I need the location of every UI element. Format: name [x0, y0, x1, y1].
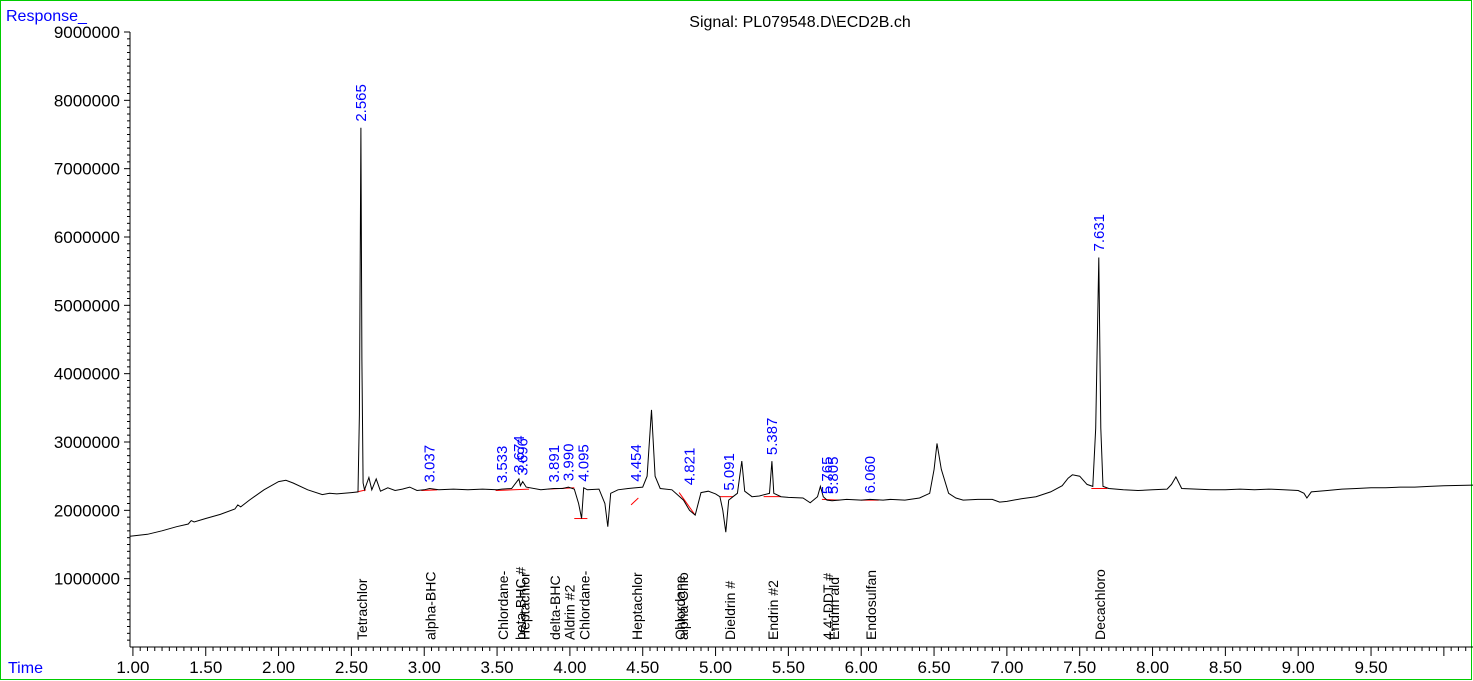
y-tick-label: 4000000: [54, 365, 120, 384]
compound-label: beta-BHC #: [513, 567, 529, 640]
compound-label: Endosulfan: [863, 570, 879, 640]
peak-label: 2.565: [353, 84, 370, 122]
x-tick-label: 1.50: [189, 658, 222, 677]
peak-label: 3.533: [494, 446, 511, 484]
peak-label: 4.821: [681, 448, 698, 486]
signal-trace: [129, 127, 1473, 537]
x-tick-label: 4.00: [553, 658, 586, 677]
compound-label: Chlordane: [672, 575, 688, 640]
x-tick-label: 8.00: [1136, 658, 1169, 677]
compound-label: Chlordane-: [495, 570, 511, 640]
y-tick-label: 1000000: [54, 570, 120, 589]
x-ticks: 1.00 1.50 2.00 2.50 3.00 3.50 4.00 4.50 5.00 5.50…: [116, 647, 1467, 677]
peak-label: 3.696: [515, 438, 532, 476]
compound-label: Endrin ald: [826, 577, 842, 640]
peak-label: 5.765: [819, 457, 836, 495]
y-ticks: 1000000 2000000 3000000 4000000 5000000 60000…: [54, 23, 130, 641]
x-axis-label: Time: [8, 660, 43, 677]
y-tick-label: 9000000: [54, 23, 120, 42]
y-tick-label: 5000000: [54, 296, 120, 315]
x-tick-label: 9.50: [1354, 658, 1387, 677]
compound-label: Heptachlor: [516, 572, 532, 640]
x-tick-label: 7.00: [990, 658, 1023, 677]
peak-label: 3.990: [560, 444, 577, 482]
chart-title: Signal: PL079548.D\ECD2B.ch: [689, 14, 910, 31]
integration-baseline: [678, 492, 696, 516]
compound-label: Endrin #2: [765, 580, 781, 640]
compound-label: delta-BHC: [547, 575, 563, 640]
y-axis-label: Response_: [6, 8, 88, 25]
peak-label: 5.387: [764, 418, 781, 456]
x-tick-label: 6.50: [918, 658, 951, 677]
integration-baseline: [495, 488, 530, 492]
x-tick-label: 4.50: [626, 658, 659, 677]
peak-label: 6.060: [862, 456, 879, 494]
compound-labels: Tetrachlor alpha-BHC Chlordane-beta-BHC #H…: [354, 567, 1108, 640]
y-tick-label: 6000000: [54, 228, 120, 247]
compound-label: Tetrachlor: [354, 578, 370, 640]
x-tick-label: 2.00: [262, 658, 295, 677]
compound-label: alpha-BHC: [423, 572, 439, 640]
integration-baseline: [630, 497, 639, 506]
x-tick-label: 6.00: [845, 658, 878, 677]
compound-label: alpha-Chlo: [675, 572, 691, 640]
compound-label: Aldrin #2: [561, 585, 577, 640]
y-tick-label: 3000000: [54, 433, 120, 452]
x-tick-label: 7.50: [1063, 658, 1096, 677]
compound-label: Decachloro: [1092, 569, 1108, 640]
compound-label: Dieldrin #: [722, 581, 738, 640]
x-tick-label: 5.00: [699, 658, 732, 677]
compound-label: Heptachlor: [629, 572, 645, 640]
peak-label: 3.674: [511, 435, 528, 473]
peak-label: 7.631: [1091, 214, 1108, 252]
compound-label: 4,4'-DDT #: [820, 573, 836, 640]
x-tick-label: 3.00: [408, 658, 441, 677]
integration-baseline: [421, 489, 438, 492]
compound-label: Chlordane-: [577, 570, 593, 640]
integration-baselines: [357, 487, 1108, 520]
peak-label: 3.037: [422, 445, 439, 483]
y-tick-label: 8000000: [54, 91, 120, 110]
peak-label: 4.095: [576, 444, 593, 482]
y-tick-label: 2000000: [54, 501, 120, 520]
x-tick-label: 8.50: [1209, 658, 1242, 677]
x-tick-label: 5.50: [772, 658, 805, 677]
x-tick-label: 3.50: [481, 658, 514, 677]
x-tick-label: 9.00: [1282, 658, 1315, 677]
x-tick-label: 1.00: [116, 658, 149, 677]
x-tick-label: 2.50: [335, 658, 368, 677]
peak-label: 3.891: [546, 445, 563, 483]
peak-label: 4.454: [628, 444, 645, 482]
peak-label: 5.091: [721, 453, 738, 491]
peak-label: 5.805: [825, 457, 842, 495]
y-tick-label: 7000000: [54, 160, 120, 179]
